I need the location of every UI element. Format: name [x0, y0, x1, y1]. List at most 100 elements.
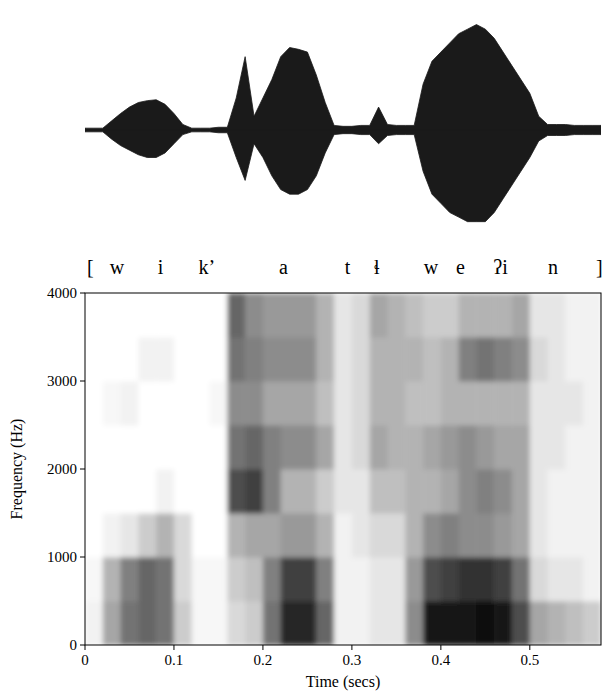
spectrogram-cell [210, 293, 228, 338]
x-tick [85, 645, 86, 650]
spectrogram-cell [548, 425, 566, 470]
spectrogram-cell [530, 469, 548, 514]
spectrogram-cell [352, 557, 370, 602]
spectrogram-cell [174, 513, 192, 558]
spectrogram-cell [281, 425, 299, 470]
spectrogram-cell [316, 425, 334, 470]
spectrogram-cell [405, 469, 423, 514]
spectrogram-cell [156, 469, 174, 514]
spectrogram-cell [174, 601, 192, 645]
spectrogram-cell [548, 293, 566, 338]
spectrogram-cell [227, 513, 245, 558]
spectrogram-cell [263, 557, 281, 602]
spectrogram-cell [583, 513, 601, 558]
spectrogram-cell [387, 337, 405, 382]
spectrogram-cell [512, 469, 530, 514]
spectrogram-cell [227, 293, 245, 338]
phone-label: i [158, 256, 164, 278]
spectrogram-cell [548, 337, 566, 382]
spectrogram-cell [370, 381, 388, 426]
spectrogram-cell [227, 469, 245, 514]
spectrogram-cell [85, 513, 103, 558]
spectrogram-cell [352, 337, 370, 382]
spectrogram-cell [138, 425, 156, 470]
spectrogram-cell [423, 337, 441, 382]
spectrogram-cell [459, 381, 477, 426]
spectrogram-cell [85, 557, 103, 602]
spectrogram-cell [423, 557, 441, 602]
spectrogram-cell [192, 469, 210, 514]
spectrogram-cell [459, 293, 477, 338]
spectrogram-cell [565, 601, 583, 645]
spectrogram-cell [299, 381, 317, 426]
spectrogram-cell [583, 337, 601, 382]
x-tick [262, 645, 263, 650]
spectrogram-cell [423, 469, 441, 514]
waveform-area [85, 25, 601, 130]
spectrogram-cell [334, 513, 352, 558]
spectrogram-cell [103, 293, 121, 338]
spectrogram-cell [334, 601, 352, 645]
spectrogram-cell [245, 425, 263, 470]
spectrogram-cell [103, 381, 121, 426]
spectrogram-cell [192, 601, 210, 645]
phone-label: ] [596, 256, 603, 278]
spectrogram-cell [405, 337, 423, 382]
spectrogram-cell [583, 425, 601, 470]
spectrogram-cell [565, 337, 583, 382]
spectrogram-cell [299, 425, 317, 470]
spectrogram-cell [405, 601, 423, 645]
spectrogram-cell [138, 337, 156, 382]
spectrogram-cell [441, 425, 459, 470]
spectrogram-cell [494, 601, 512, 645]
spectrogram-cell [121, 293, 139, 338]
spectrogram-cell [121, 557, 139, 602]
spectrogram-cell [174, 557, 192, 602]
spectrogram-cell [156, 425, 174, 470]
phone-label: n [548, 256, 558, 278]
y-axis: 01000200030004000 [47, 285, 85, 653]
y-tick-label: 3000 [47, 373, 77, 389]
spectrogram-cell [548, 601, 566, 645]
x-tick-label: 0.2 [254, 652, 273, 668]
spectrogram-cell [565, 557, 583, 602]
spectrogram-cell [423, 381, 441, 426]
y-tick [80, 557, 85, 558]
spectrogram-cell [299, 601, 317, 645]
spectrogram-cell [138, 469, 156, 514]
spectrogram-cell [530, 557, 548, 602]
spectrogram-cell [138, 381, 156, 426]
spectrogram-cell [85, 293, 103, 338]
spectrogram-cell [512, 337, 530, 382]
y-tick [80, 293, 85, 294]
spectrogram-cell [245, 601, 263, 645]
x-tick [351, 645, 352, 650]
spectrogram-cell [370, 513, 388, 558]
spectrogram-cell [316, 513, 334, 558]
x-tick [440, 645, 441, 650]
spectrogram-cell [334, 381, 352, 426]
spectrogram-cell [387, 469, 405, 514]
x-tick-label: 0 [81, 652, 89, 668]
spectrogram-cell [299, 293, 317, 338]
spectrogram-cell [494, 381, 512, 426]
spectrogram-cell [370, 425, 388, 470]
spectrogram-cell [103, 601, 121, 645]
spectrogram-cell [156, 601, 174, 645]
x-tick-label: 0.3 [343, 652, 362, 668]
spectrogram-cell [441, 601, 459, 645]
spectrogram-cell [441, 513, 459, 558]
spectrogram-cell [370, 469, 388, 514]
spectrogram [85, 293, 601, 645]
spectrogram-cell [441, 337, 459, 382]
spectrogram-cell [156, 337, 174, 382]
spectrogram-cell [530, 513, 548, 558]
spectrogram-cell [423, 425, 441, 470]
spectrogram-cell [156, 381, 174, 426]
spectrogram-cell [121, 337, 139, 382]
spectrogram-cell [512, 293, 530, 338]
x-tick [173, 645, 174, 650]
spectrogram-cell [121, 469, 139, 514]
spectrogram-cell [85, 425, 103, 470]
spectrogram-cell [583, 381, 601, 426]
